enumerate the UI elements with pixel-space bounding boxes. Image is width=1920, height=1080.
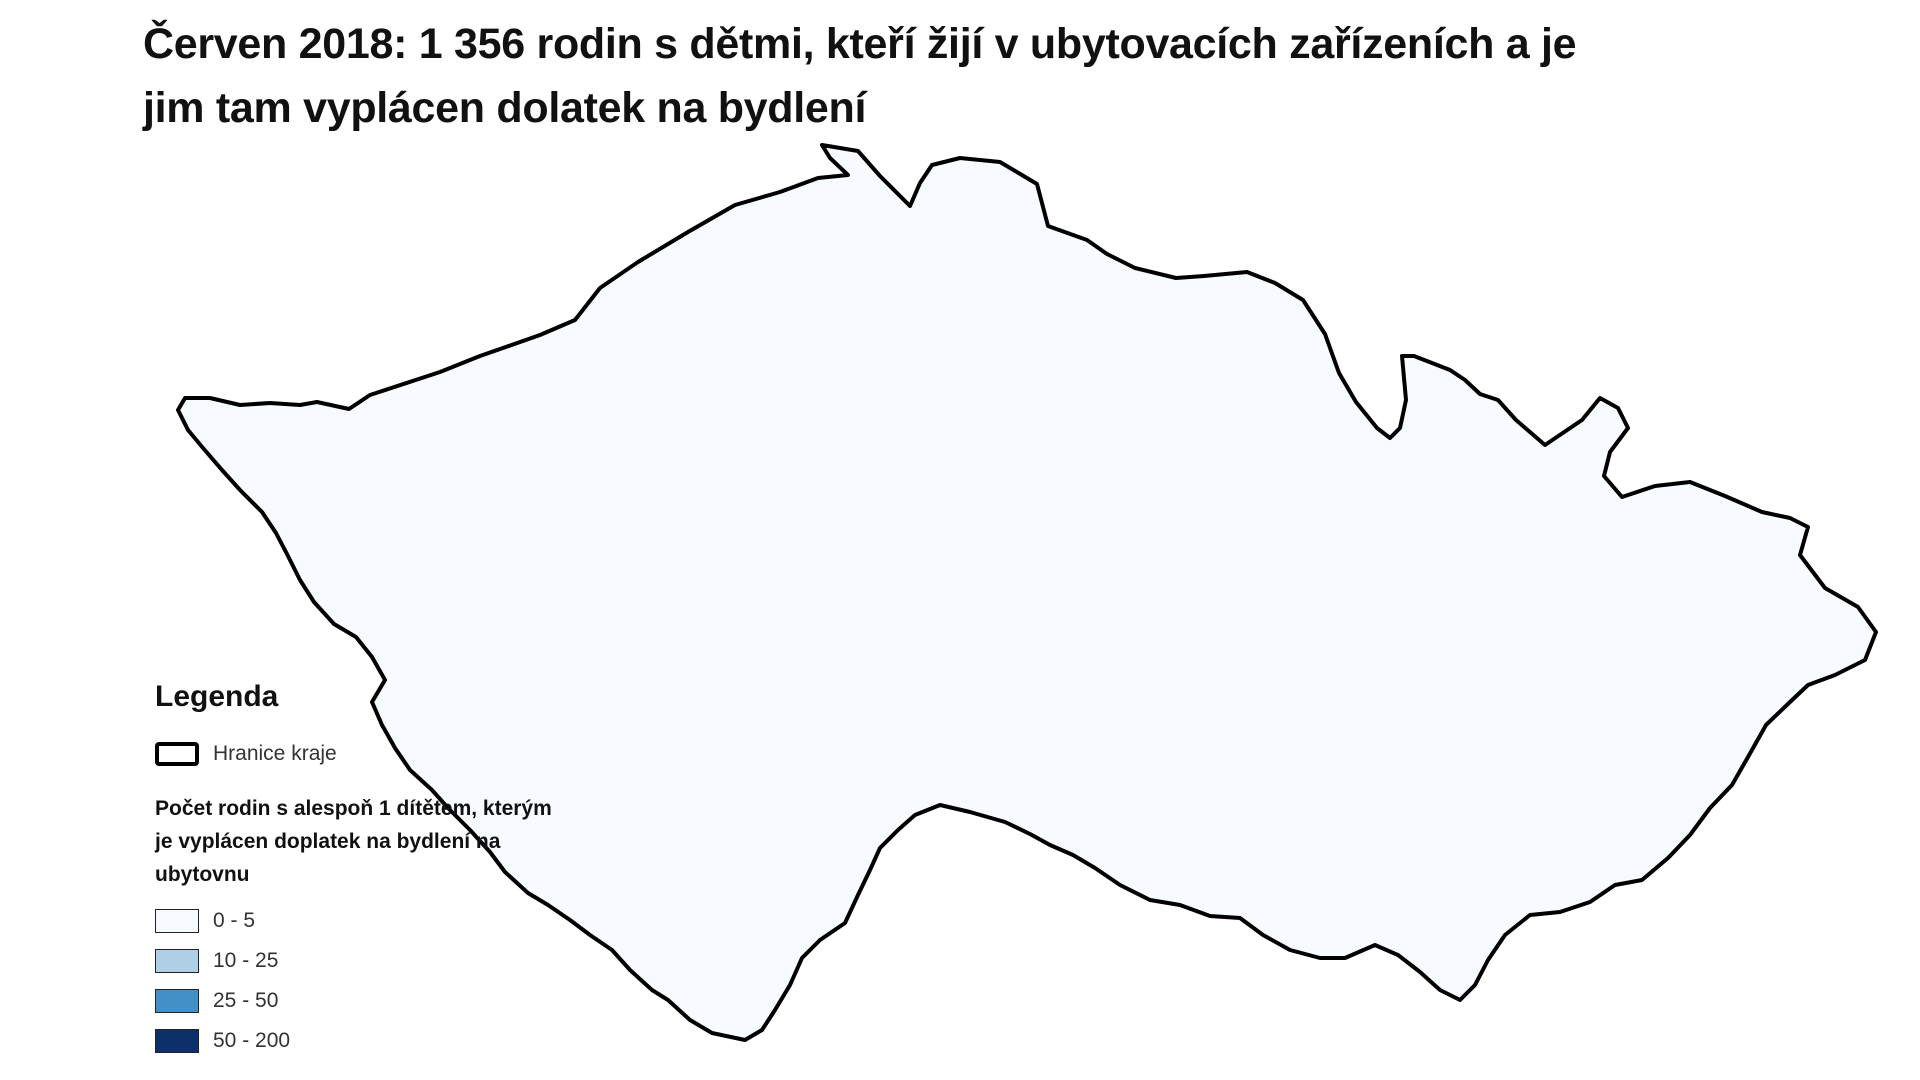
legend-class-row: 10 - 25: [155, 941, 575, 981]
boundary-label: Hranice kraje: [213, 742, 337, 765]
class-label: 0 - 5: [213, 909, 256, 932]
class-label: 10 - 25: [213, 949, 279, 972]
legend: Legenda Hranice kraje Počet rodin s ales…: [155, 680, 575, 1061]
legend-boundary-row: Hranice kraje: [155, 734, 575, 774]
legend-subtitle: Počet rodin s alespoň 1 dítětem, kterým …: [155, 797, 552, 886]
legend-class-row: 25 - 50: [155, 981, 575, 1021]
boundary-swatch: [155, 742, 199, 766]
class-swatch-4: [155, 1029, 199, 1053]
legend-class-row: 50 - 200: [155, 1021, 575, 1061]
legend-class-row: 0 - 5: [155, 901, 575, 941]
class-swatch-2: [155, 949, 199, 973]
class-swatch-1: [155, 909, 199, 933]
class-label: 25 - 50: [213, 989, 279, 1012]
legend-heading: Legenda: [155, 680, 279, 713]
class-label: 50 - 200: [213, 1029, 291, 1052]
country-outline: [176, 143, 1878, 1042]
map-title: Červen 2018: 1 356 rodin s dětmi, kteří …: [143, 20, 1577, 132]
class-swatch-3: [155, 989, 199, 1013]
